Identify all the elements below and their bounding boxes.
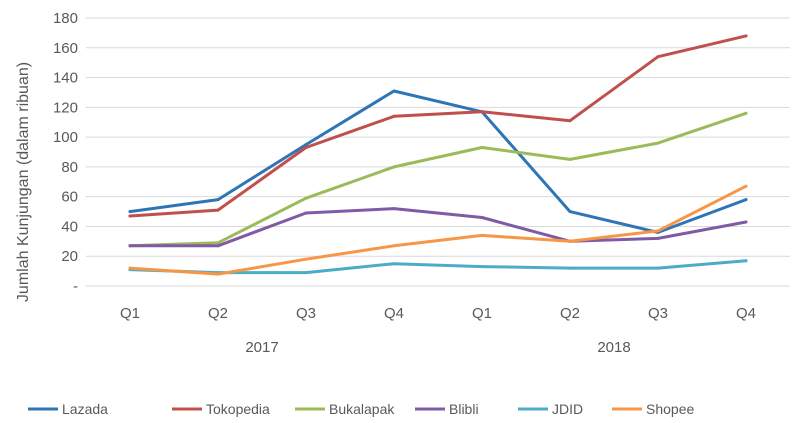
y-tick-label: 100 — [53, 129, 78, 146]
data-point — [744, 34, 748, 38]
data-point — [656, 266, 660, 270]
data-point — [392, 244, 396, 248]
series-line — [128, 184, 748, 276]
x-year-label: 2018 — [597, 339, 630, 356]
data-point — [304, 211, 308, 215]
data-point — [568, 157, 572, 161]
y-tick-label: 180 — [53, 10, 78, 27]
data-point — [216, 244, 220, 248]
data-point — [744, 111, 748, 115]
x-tick-labels: Q1 Q2 Q3 Q4 Q1 Q2 Q3 Q4 2017 2018 — [120, 305, 756, 356]
data-point — [656, 141, 660, 145]
legend-label: Bukalapak — [329, 401, 395, 417]
y-axis-label: Jumlah Kunjungan (dalam ribuan) — [15, 62, 32, 302]
data-point — [568, 210, 572, 214]
legend-label: Blibli — [449, 401, 479, 417]
series-line — [128, 111, 748, 248]
y-tick-label: 60 — [61, 189, 78, 206]
data-point — [304, 143, 308, 147]
series-bukalapak — [128, 111, 748, 248]
data-point — [744, 259, 748, 263]
x-tick-label: Q2 — [560, 305, 580, 322]
data-point — [480, 216, 484, 220]
legend-item: JDID — [518, 401, 583, 417]
data-point — [744, 220, 748, 224]
data-point — [216, 241, 220, 245]
data-point — [568, 239, 572, 243]
legend-label: JDID — [552, 401, 583, 417]
gridlines — [86, 17, 790, 287]
data-point — [128, 210, 132, 214]
x-tick-label: Q1 — [120, 305, 140, 322]
legend-item: Lazada — [28, 401, 108, 417]
series-lines — [128, 34, 748, 276]
data-point — [304, 271, 308, 275]
x-year-label: 2017 — [245, 339, 278, 356]
data-point — [216, 272, 220, 276]
data-point — [744, 184, 748, 188]
legend-item: Tokopedia — [172, 401, 270, 417]
series-line — [128, 207, 748, 248]
data-point — [128, 266, 132, 270]
data-point — [656, 236, 660, 240]
x-tick-label: Q1 — [472, 305, 492, 322]
data-point — [392, 89, 396, 93]
data-point — [656, 55, 660, 59]
data-point — [216, 208, 220, 212]
data-point — [128, 244, 132, 248]
x-tick-label: Q3 — [296, 305, 316, 322]
data-point — [568, 119, 572, 123]
series-line — [128, 259, 748, 275]
series-line — [128, 89, 748, 234]
series-lazada — [128, 89, 748, 234]
y-tick-label: - — [73, 278, 78, 295]
legend-label: Lazada — [62, 401, 108, 417]
y-tick-label: 40 — [61, 218, 78, 235]
series-jdid — [128, 259, 748, 275]
data-point — [480, 110, 484, 114]
data-point — [304, 196, 308, 200]
data-point — [480, 233, 484, 237]
series-shopee — [128, 184, 748, 276]
legend-label: Shopee — [646, 401, 694, 417]
legend: Lazada Tokopedia Bukalapak Blibli JDID Shopee — [28, 401, 694, 417]
legend-label: Tokopedia — [206, 401, 270, 417]
data-point — [392, 262, 396, 266]
series-line — [128, 34, 748, 218]
y-tick-label: 20 — [61, 248, 78, 265]
data-point — [216, 198, 220, 202]
y-tick-label: 140 — [53, 70, 78, 87]
y-tick-label: 120 — [53, 99, 78, 116]
x-tick-label: Q3 — [648, 305, 668, 322]
data-point — [304, 257, 308, 261]
x-tick-label: Q4 — [736, 305, 756, 322]
y-tick-label: 160 — [53, 40, 78, 57]
legend-item: Shopee — [612, 401, 694, 417]
data-point — [568, 266, 572, 270]
legend-item: Bukalapak — [295, 401, 395, 417]
data-point — [128, 214, 132, 218]
x-tick-label: Q2 — [208, 305, 228, 322]
data-point — [392, 165, 396, 169]
data-point — [480, 265, 484, 269]
data-point — [744, 198, 748, 202]
data-point — [304, 146, 308, 150]
legend-item: Blibli — [415, 401, 479, 417]
y-tick-labels: - 20 40 60 80 100 120 140 160 180 — [53, 10, 78, 295]
y-tick-label: 80 — [61, 159, 78, 176]
data-point — [392, 114, 396, 118]
data-point — [480, 146, 484, 150]
data-point — [392, 207, 396, 211]
x-tick-label: Q4 — [384, 305, 404, 322]
series-tokopedia — [128, 34, 748, 218]
data-point — [656, 229, 660, 233]
